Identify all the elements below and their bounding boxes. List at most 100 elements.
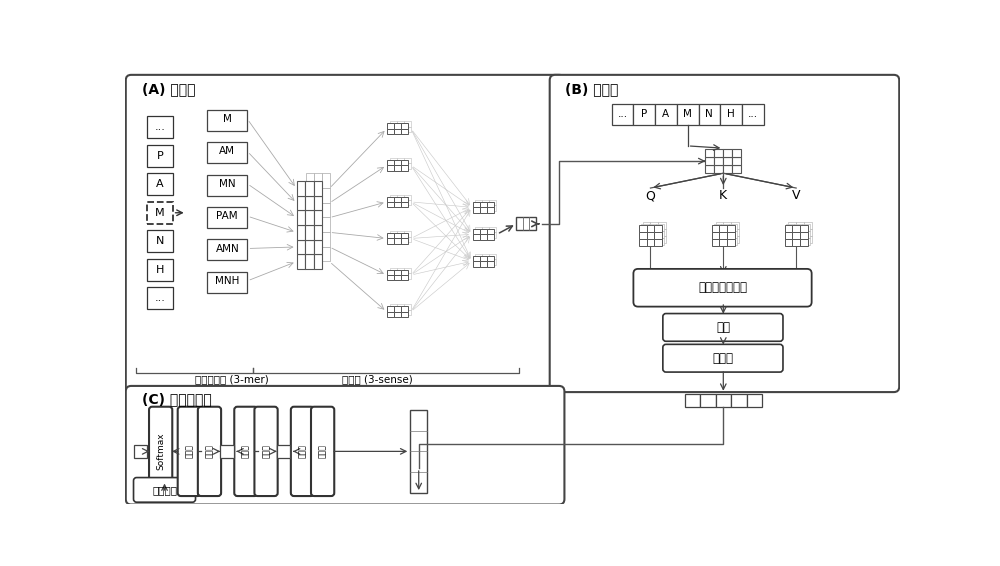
FancyBboxPatch shape (410, 410, 427, 493)
Bar (394, 275, 401, 280)
Bar (475, 259, 482, 265)
FancyBboxPatch shape (716, 393, 731, 408)
Bar (480, 234, 487, 239)
Bar (387, 196, 394, 202)
Bar (397, 200, 404, 205)
Bar (387, 238, 394, 244)
Bar (387, 306, 394, 312)
Text: 可视化层: 可视化层 (152, 485, 177, 495)
Bar (390, 273, 397, 278)
Bar (482, 227, 489, 232)
Bar (731, 222, 739, 229)
Bar (658, 229, 666, 236)
Bar (788, 236, 796, 243)
Text: MN: MN (219, 179, 236, 189)
FancyBboxPatch shape (178, 407, 201, 496)
Bar (658, 236, 666, 243)
Bar (306, 232, 314, 247)
Bar (297, 225, 305, 239)
Bar (314, 211, 322, 225)
Bar (387, 202, 394, 207)
FancyBboxPatch shape (663, 344, 783, 372)
FancyBboxPatch shape (685, 393, 700, 408)
FancyBboxPatch shape (147, 287, 173, 310)
FancyBboxPatch shape (147, 116, 173, 139)
Text: V: V (792, 189, 800, 202)
Bar (731, 229, 739, 236)
Bar (404, 164, 411, 169)
Bar (786, 231, 794, 238)
Bar (723, 157, 732, 165)
Bar (714, 238, 721, 245)
Bar (729, 238, 737, 245)
Bar (297, 254, 305, 269)
Text: ...: ... (154, 122, 165, 132)
Text: A: A (156, 179, 164, 189)
FancyBboxPatch shape (147, 173, 173, 195)
Bar (731, 236, 739, 243)
Bar (723, 236, 731, 243)
Bar (719, 239, 727, 246)
Bar (305, 211, 314, 225)
Bar (305, 181, 314, 196)
Text: 激活层: 激活层 (318, 444, 327, 458)
FancyBboxPatch shape (207, 207, 247, 228)
Bar (297, 211, 305, 225)
Bar (401, 312, 408, 317)
Bar (643, 222, 650, 229)
Bar (482, 232, 489, 238)
Bar (306, 188, 314, 203)
Bar (788, 222, 796, 229)
Text: P: P (641, 109, 647, 119)
Bar (721, 224, 729, 231)
Bar (480, 261, 487, 267)
Bar (390, 122, 397, 127)
Bar (719, 232, 727, 239)
Bar (796, 222, 804, 229)
Bar (394, 312, 401, 317)
Bar (802, 231, 810, 238)
Bar (649, 238, 656, 245)
Bar (322, 203, 330, 217)
Bar (482, 205, 489, 211)
Text: 多语义 (3-sense): 多语义 (3-sense) (342, 374, 413, 384)
Bar (394, 165, 401, 171)
Bar (404, 200, 411, 205)
FancyBboxPatch shape (254, 407, 278, 496)
Text: M: M (683, 109, 692, 119)
Bar (489, 200, 496, 205)
Bar (394, 128, 401, 134)
Bar (714, 165, 723, 173)
Text: A: A (662, 109, 670, 119)
Bar (314, 203, 322, 217)
Bar (732, 149, 741, 157)
Bar (387, 160, 394, 165)
Bar (487, 256, 494, 261)
Bar (390, 310, 397, 315)
Bar (404, 268, 411, 273)
Bar (401, 238, 408, 244)
FancyBboxPatch shape (742, 104, 764, 125)
Text: 线性层: 线性层 (712, 351, 733, 365)
Bar (800, 232, 808, 239)
Bar (643, 229, 650, 236)
Bar (705, 157, 714, 165)
FancyBboxPatch shape (698, 104, 720, 125)
Bar (390, 305, 397, 310)
Bar (480, 229, 487, 234)
Text: 激活层: 激活层 (185, 444, 194, 458)
Bar (473, 261, 480, 267)
Bar (804, 236, 812, 243)
Bar (641, 224, 649, 231)
Bar (404, 305, 411, 310)
Bar (487, 229, 494, 234)
Text: 拼接: 拼接 (716, 321, 730, 334)
FancyBboxPatch shape (747, 393, 762, 408)
Bar (656, 231, 664, 238)
Bar (394, 306, 401, 312)
Bar (397, 231, 404, 237)
Bar (482, 254, 489, 259)
Bar (650, 222, 658, 229)
Text: (A) 嵌入层: (A) 嵌入层 (142, 83, 196, 96)
Bar (489, 259, 496, 265)
